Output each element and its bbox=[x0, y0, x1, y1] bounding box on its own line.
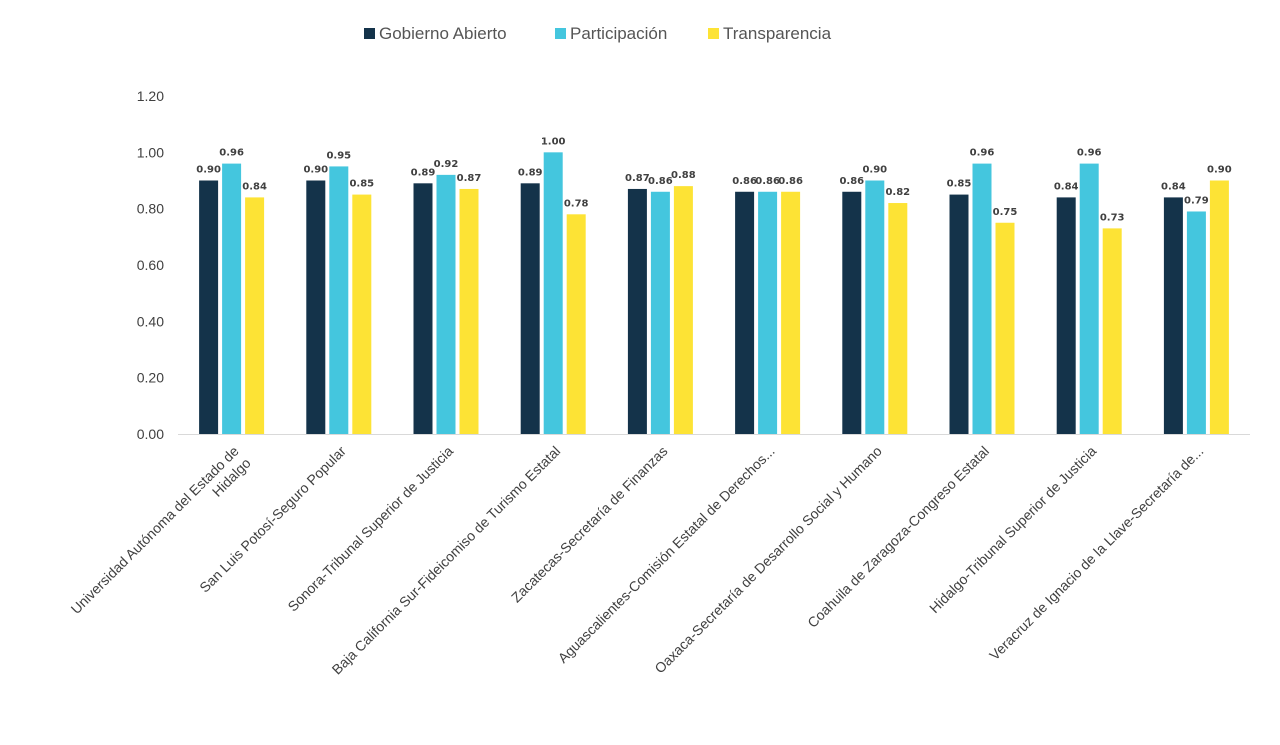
legend-item: Gobierno Abierto bbox=[364, 24, 507, 43]
bar bbox=[543, 152, 563, 435]
x-category-label: Hidalgo-Tribunal Superior de Justicia bbox=[926, 443, 1099, 616]
data-label: 0.92 bbox=[434, 159, 459, 170]
bar bbox=[222, 163, 242, 434]
x-category-label-line: Baja California Sur-Fideicomiso de Turis… bbox=[329, 443, 564, 678]
x-category-label: Aguascalientes-Comisión Estatal de Derec… bbox=[555, 443, 778, 666]
bar bbox=[865, 180, 885, 434]
data-label: 0.96 bbox=[219, 148, 244, 159]
bar bbox=[199, 180, 219, 434]
x-category-label: Universidad Autónoma del Estado deHidalg… bbox=[68, 443, 254, 629]
x-category-label-line: Aguascalientes-Comisión Estatal de Derec… bbox=[555, 443, 778, 666]
bar bbox=[1079, 163, 1099, 434]
data-label: 0.90 bbox=[303, 165, 328, 176]
legend-swatch bbox=[555, 28, 566, 39]
x-category-label: Oaxaca-Secretaría de Desarrollo Social y… bbox=[651, 443, 885, 677]
x-category-label: Coahuila de Zaragoza-Congreso Estatal bbox=[804, 443, 992, 631]
y-tick-label: 1.20 bbox=[137, 88, 164, 104]
bar bbox=[1056, 197, 1076, 434]
bar bbox=[1163, 197, 1183, 434]
bar bbox=[436, 174, 456, 434]
data-label: 0.86 bbox=[839, 176, 864, 187]
x-category-label-line: Oaxaca-Secretaría de Desarrollo Social y… bbox=[651, 443, 885, 677]
data-label: 0.90 bbox=[1207, 165, 1232, 176]
x-category-label-line: Hidalgo-Tribunal Superior de Justicia bbox=[926, 443, 1099, 616]
data-label: 0.86 bbox=[778, 176, 803, 187]
x-category-label-line: Sonora-Tribunal Superior de Justicia bbox=[284, 443, 456, 615]
data-label: 0.90 bbox=[196, 165, 221, 176]
legend-label: Participación bbox=[570, 24, 667, 43]
data-label: 0.90 bbox=[862, 165, 887, 176]
data-label: 0.95 bbox=[326, 150, 351, 161]
data-label: 0.96 bbox=[970, 148, 995, 159]
bar bbox=[566, 214, 586, 434]
y-tick-label: 0.80 bbox=[137, 201, 164, 217]
data-label: 1.00 bbox=[541, 136, 566, 147]
data-label: 0.82 bbox=[885, 187, 910, 198]
x-category-label-line: Universidad Autónoma del Estado de bbox=[68, 443, 242, 617]
bar bbox=[758, 191, 778, 434]
data-label: 0.89 bbox=[518, 167, 543, 178]
data-labels: 0.900.960.840.900.950.850.890.920.870.89… bbox=[196, 136, 1232, 223]
bar bbox=[673, 186, 693, 434]
data-label: 0.88 bbox=[671, 170, 696, 181]
y-tick-label: 0.40 bbox=[137, 313, 164, 329]
x-category-label-line: Coahuila de Zaragoza-Congreso Estatal bbox=[804, 443, 992, 631]
data-label: 0.96 bbox=[1077, 148, 1102, 159]
bar bbox=[459, 188, 479, 434]
data-label: 0.85 bbox=[349, 179, 374, 190]
legend-swatch bbox=[708, 28, 719, 39]
bar bbox=[995, 222, 1015, 434]
data-label: 0.78 bbox=[564, 198, 589, 209]
y-tick-label: 1.00 bbox=[137, 144, 164, 160]
y-tick-label: 0.20 bbox=[137, 370, 164, 386]
x-axis: Universidad Autónoma del Estado de Hidalg… bbox=[68, 434, 1250, 678]
bar bbox=[245, 197, 265, 434]
bar bbox=[972, 163, 992, 434]
legend: Gobierno Abierto Participación Transparenc… bbox=[364, 24, 832, 43]
bar bbox=[650, 191, 670, 434]
bar bbox=[1209, 180, 1229, 434]
data-label: 0.86 bbox=[732, 176, 757, 187]
data-label: 0.84 bbox=[1161, 181, 1186, 192]
bar bbox=[1186, 211, 1206, 434]
bar bbox=[413, 183, 433, 434]
bar bbox=[306, 180, 326, 434]
legend-label: Gobierno Abierto bbox=[379, 24, 507, 43]
y-tick-label: 0.00 bbox=[137, 426, 164, 442]
data-label: 0.89 bbox=[411, 167, 436, 178]
data-label: 0.86 bbox=[648, 176, 673, 187]
y-tick-label: 0.60 bbox=[137, 257, 164, 273]
legend-item: Participación bbox=[555, 24, 667, 43]
data-label: 0.75 bbox=[993, 207, 1018, 218]
x-category-label: Baja California Sur-Fideicomiso de Turis… bbox=[329, 443, 564, 678]
x-category-label: Sonora-Tribunal Superior de Justicia bbox=[284, 443, 456, 615]
bar bbox=[520, 183, 540, 434]
x-category-label: Veracruz de Ignacio de la Llave-Secretar… bbox=[986, 443, 1206, 663]
bar bbox=[627, 188, 647, 434]
y-axis: 0.00 0.20 0.40 0.60 0.80 1.00 1.20 bbox=[137, 88, 164, 442]
data-label: 0.84 bbox=[242, 181, 267, 192]
data-label: 0.73 bbox=[1100, 212, 1125, 223]
legend-item: Transparencia bbox=[708, 24, 832, 43]
legend-swatch bbox=[364, 28, 375, 39]
bar bbox=[842, 191, 862, 434]
bar bbox=[329, 166, 349, 434]
bars bbox=[199, 152, 1229, 435]
data-label: 0.85 bbox=[947, 179, 972, 190]
data-label: 0.87 bbox=[625, 173, 650, 184]
bar bbox=[888, 203, 908, 434]
x-category-label-line: Veracruz de Ignacio de la Llave-Secretar… bbox=[986, 443, 1206, 663]
data-label: 0.86 bbox=[755, 176, 780, 187]
bar bbox=[352, 194, 372, 434]
bar bbox=[781, 191, 801, 434]
legend-label: Transparencia bbox=[723, 24, 832, 43]
bar bbox=[949, 194, 969, 434]
bar bbox=[1102, 228, 1122, 434]
bar bbox=[735, 191, 755, 434]
data-label: 0.87 bbox=[457, 173, 482, 184]
data-label: 0.84 bbox=[1054, 181, 1079, 192]
data-label: 0.79 bbox=[1184, 195, 1209, 206]
